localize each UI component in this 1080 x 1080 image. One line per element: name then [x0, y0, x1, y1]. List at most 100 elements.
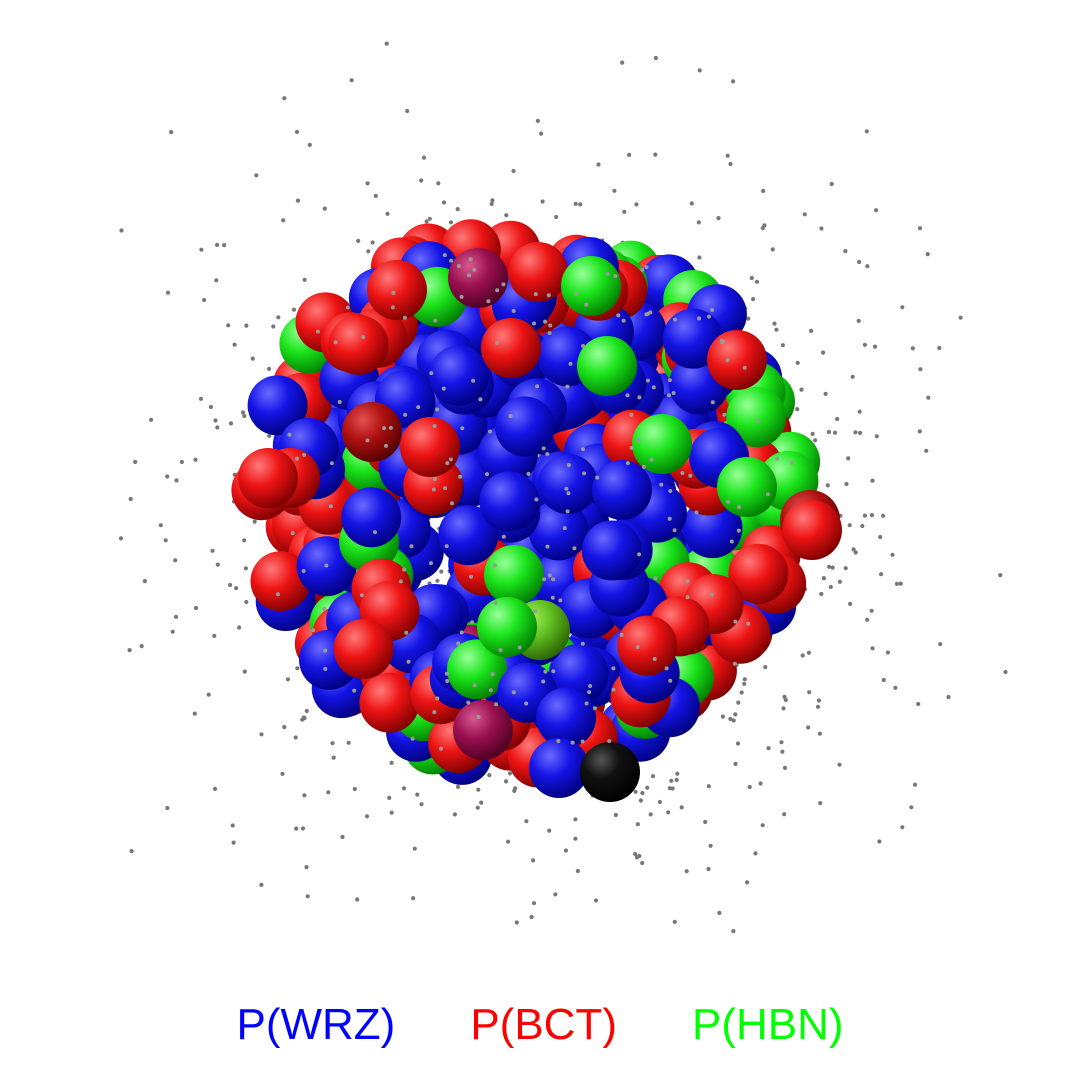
point-dot	[611, 687, 616, 692]
point-dot	[640, 860, 645, 866]
atom-hbn	[632, 414, 692, 474]
atom-bct	[359, 672, 420, 733]
point-dot	[501, 282, 506, 287]
point-dot	[697, 255, 702, 260]
point-dot	[364, 814, 370, 819]
point-dot	[657, 799, 663, 805]
point-dot	[532, 609, 537, 614]
point-dot	[648, 812, 653, 817]
point-dot	[918, 367, 923, 372]
point-dot	[667, 786, 672, 791]
atom-wrz	[428, 345, 489, 406]
point-dot	[821, 350, 826, 355]
atom-bct	[333, 618, 394, 679]
point-dot	[890, 552, 895, 557]
point-dot	[388, 425, 393, 430]
point-dot	[488, 429, 492, 434]
point-dot	[795, 360, 800, 365]
point-dot	[733, 619, 738, 624]
point-dot	[573, 817, 578, 822]
point-dot	[746, 621, 751, 626]
point-dot	[165, 290, 171, 295]
point-dot	[444, 671, 449, 676]
atom-mixed	[453, 700, 513, 760]
point-dot	[817, 731, 823, 736]
point-dot	[772, 321, 777, 326]
point-dot	[807, 690, 812, 695]
point-dot	[593, 898, 599, 903]
point-dot	[295, 198, 301, 203]
point-dot	[322, 606, 327, 611]
point-dot	[575, 868, 581, 874]
point-dot	[406, 659, 411, 664]
point-dot	[489, 201, 494, 206]
point-dot	[725, 153, 730, 158]
point-dot	[710, 400, 715, 405]
atom-bct	[238, 448, 298, 508]
point-dot	[717, 910, 722, 916]
point-dot	[382, 426, 387, 431]
point-dot	[627, 152, 632, 157]
point-dot	[611, 666, 616, 671]
point-dot	[471, 378, 476, 383]
point-dot	[540, 199, 545, 204]
point-dot	[753, 851, 758, 856]
point-dot	[641, 464, 646, 469]
point-dot	[199, 247, 204, 252]
point-dot	[709, 592, 714, 597]
point-dot	[574, 291, 579, 296]
point-dot	[495, 340, 499, 345]
point-dot	[728, 161, 733, 167]
atom-hbn	[484, 545, 544, 605]
point-dot	[531, 858, 536, 863]
atom-hbn	[561, 256, 621, 316]
point-dot	[419, 178, 424, 183]
point-dot	[818, 801, 823, 806]
point-dot	[409, 544, 414, 549]
point-dot	[562, 526, 567, 531]
point-dot	[488, 688, 493, 693]
atom-wrz	[479, 471, 540, 532]
point-dot	[352, 786, 357, 792]
point-dot	[629, 412, 634, 417]
point-dot	[384, 443, 388, 448]
point-dot	[779, 740, 784, 745]
point-dot	[543, 669, 548, 674]
legend-label-wrz: P(WRZ)	[236, 1000, 396, 1049]
point-dot	[328, 504, 333, 509]
point-dot	[669, 778, 674, 783]
point-dot	[679, 805, 684, 810]
point-dot	[467, 273, 471, 278]
point-dot	[242, 669, 247, 674]
point-dot	[869, 513, 875, 518]
point-dot	[566, 491, 571, 496]
point-dot	[252, 519, 257, 524]
point-dot	[290, 531, 295, 536]
point-dot	[541, 446, 546, 451]
point-dot	[242, 538, 247, 543]
point-dot	[240, 410, 246, 415]
point-dot	[524, 701, 529, 706]
point-dot	[800, 653, 805, 658]
atom-hbn	[447, 639, 507, 700]
point-dot	[916, 701, 921, 707]
point-dot	[672, 919, 677, 925]
point-dot	[476, 787, 481, 792]
point-dot	[625, 461, 630, 466]
point-dot	[443, 486, 448, 491]
point-dot	[455, 784, 461, 790]
point-dot	[653, 152, 658, 157]
point-dot	[765, 492, 770, 497]
point-dot	[389, 810, 394, 815]
point-dot	[584, 302, 589, 307]
point-dot	[652, 657, 657, 661]
point-dot	[432, 710, 437, 715]
point-dot	[634, 202, 639, 207]
point-dot	[501, 534, 506, 539]
point-dot	[830, 565, 835, 570]
point-dot	[294, 826, 299, 831]
point-dot	[128, 496, 133, 502]
atom-bct	[400, 417, 460, 477]
point-dot	[444, 544, 449, 549]
point-dot	[864, 129, 869, 134]
